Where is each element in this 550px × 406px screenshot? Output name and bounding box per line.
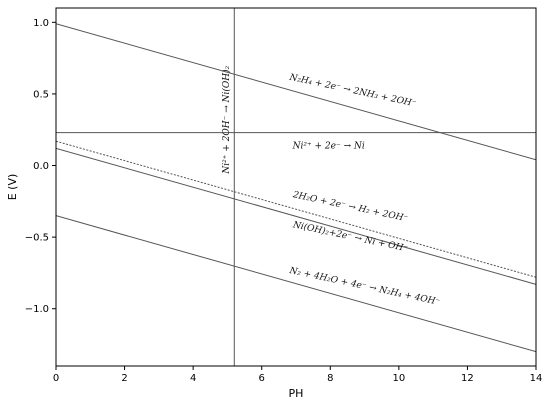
annotation-h2o-h2: 2H₂O + 2e⁻ → H₂ + 2OH⁻	[291, 190, 409, 224]
y-tick-label: 1.0	[33, 18, 49, 29]
x-tick-label: 8	[327, 373, 333, 384]
annotation-ni2-ni: Ni²⁺ + 2e⁻ → Ni	[292, 141, 365, 151]
annotation-ni2-nioh2: Ni²⁺ + 2OH⁻ → Ni(OH)₂	[221, 65, 232, 174]
series-line-nioh2-ni	[56, 147, 536, 285]
y-tick-label: −1.0	[25, 304, 49, 315]
y-tick-label: 0.0	[33, 161, 49, 172]
series-line-n2h4-nh3	[56, 23, 536, 161]
plot-area	[56, 8, 536, 366]
x-tick-label: 0	[53, 373, 59, 384]
annotation-n2h4-nh3: N₂H₄ + 2e⁻ → 2NH₃ + 2OH⁻	[288, 73, 418, 110]
y-tick-label: 0.5	[33, 89, 49, 100]
annotation-n2-n2h4: N₂ + 4H₂O + 4e⁻ → N₂H₄ + 4OH⁻	[288, 266, 441, 308]
x-tick-label: 10	[392, 373, 405, 384]
x-tick-label: 14	[530, 373, 543, 384]
series-line-n2-n2h4	[56, 215, 536, 353]
y-axis-label: E (V)	[6, 174, 19, 201]
axes: 0 2 4 6 8 10 12 14 1.0 0.5 0.0 −0.5 −1.0	[25, 7, 543, 384]
y-tick-label: −0.5	[25, 233, 49, 244]
plot-frame	[55, 7, 537, 367]
x-tick-label: 6	[259, 373, 265, 384]
x-tick-label: 2	[121, 373, 127, 384]
x-tick-label: 4	[190, 373, 196, 384]
series-line-h2o-h2	[56, 140, 536, 278]
x-axis-label: PH	[289, 387, 304, 400]
x-tick-label: 12	[461, 373, 474, 384]
